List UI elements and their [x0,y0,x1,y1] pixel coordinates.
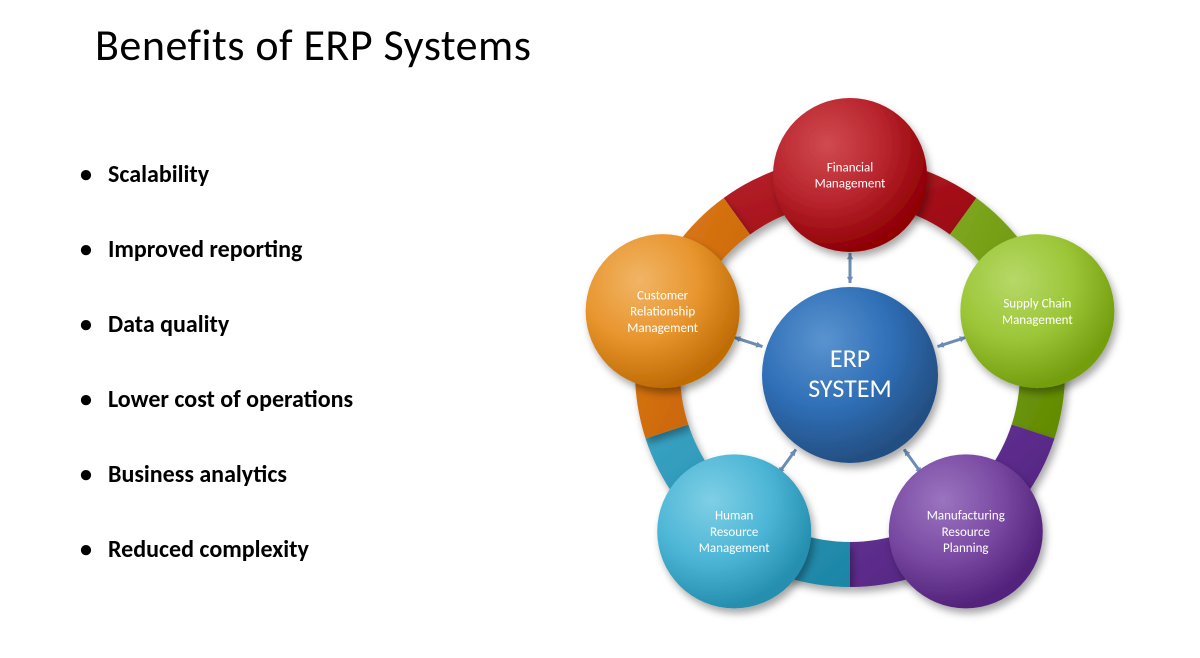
page-title: Benefits of ERP Systems [95,18,531,72]
bullet-list: Scalability Improved reporting Data qualit… [80,160,510,610]
outer-node-label: Financial [827,160,874,175]
outer-node-label: Manufacturing [927,509,1005,524]
outer-node-label: Relationship [630,305,695,320]
center-node-label: SYSTEM [808,372,892,404]
arrowhead-icon [847,277,853,283]
arrowhead-icon [756,342,763,348]
arrowhead-icon [937,342,944,348]
outer-node-label: Human [715,509,754,524]
outer-node-label: Resource [942,525,990,540]
outer-node-label: Management [815,177,886,192]
outer-node-label: Planning [943,541,989,556]
arrowhead-icon [847,253,853,259]
erp-diagram: ERPSYSTEMFinancialManagementSupply Chain… [545,75,1155,645]
bullet-item: Business analytics [80,460,510,489]
outer-node-label: Management [1002,313,1073,328]
bullet-item: Scalability [80,160,510,189]
outer-node-label: Supply Chain [1003,297,1071,312]
bullet-item: Reduced complexity [80,535,510,564]
center-node-label: ERP [830,342,870,374]
bullet-item: Improved reporting [80,235,510,264]
bullet-item: Lower cost of operations [80,385,510,414]
outer-node-label: Management [699,541,770,556]
outer-node-label: Customer [637,288,689,303]
outer-node-label: Resource [710,525,758,540]
bullet-item: Data quality [80,310,510,339]
slide: Benefits of ERP Systems Scalability Impro… [0,0,1200,658]
outer-node-label: Management [627,321,698,336]
